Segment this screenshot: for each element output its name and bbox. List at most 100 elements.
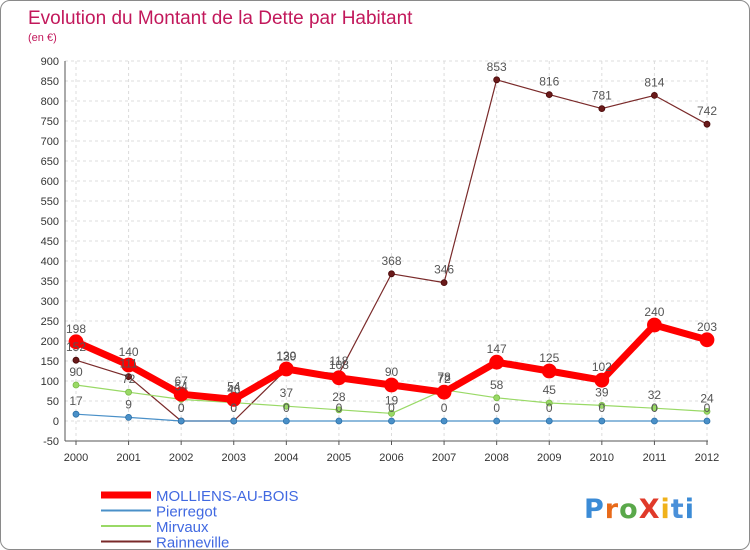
x-tick-label-2010: 2010	[590, 452, 614, 464]
data-label-molliens-au-bois-2007: 72	[437, 372, 451, 386]
data-label-mirvaux-2010: 39	[595, 385, 609, 399]
y-tick-label-700: 700	[41, 136, 59, 148]
point-rainneville-2006	[388, 270, 395, 278]
data-label-rainneville-2008: 853	[487, 60, 507, 74]
legend-item-rainneville: Rainneville	[101, 535, 229, 549]
data-label-rainneville-2007: 346	[434, 263, 454, 277]
data-label-pierregot-2004: 0	[283, 401, 290, 415]
point-molliens-au-bois-2012	[699, 332, 715, 348]
y-tick-label-50: 50	[47, 396, 59, 408]
point-pierregot-2005	[335, 417, 343, 425]
x-tick-label-2006: 2006	[379, 452, 403, 464]
x-tick-label-2004: 2004	[274, 452, 298, 464]
data-label-molliens-au-bois-2009: 125	[539, 351, 559, 365]
y-tick-label-350: 350	[41, 276, 59, 288]
point-mirvaux-2004	[282, 402, 290, 410]
y-tick-label-900: 900	[41, 56, 59, 68]
data-label-rainneville-2012: 742	[697, 104, 717, 118]
data-label-pierregot-2003: 0	[230, 401, 237, 415]
data-label-molliens-au-bois-2002: 67	[174, 374, 188, 388]
y-tick-label-850: 850	[41, 76, 59, 88]
x-tick-label-2005: 2005	[327, 452, 351, 464]
point-mirvaux-2006	[388, 409, 395, 417]
point-molliens-au-bois-2011	[647, 317, 662, 333]
legend-label-mirvaux: Mirvaux	[156, 519, 209, 536]
point-molliens-au-bois-2005	[331, 370, 347, 386]
x-tick-label-2000: 2000	[64, 452, 88, 464]
x-tick-label-2002: 2002	[169, 452, 193, 464]
point-molliens-au-bois-2009	[541, 363, 557, 379]
point-pierregot-2009	[545, 417, 553, 425]
data-label-rainneville-2006: 368	[381, 254, 401, 268]
point-mirvaux-2010	[598, 401, 606, 409]
point-mirvaux-2012	[703, 407, 711, 415]
legend-item-pierregot: Pierregot	[101, 504, 218, 521]
point-rainneville-2008	[493, 76, 501, 84]
data-label-rainneville-2002: 0	[178, 401, 185, 415]
point-rainneville-2012	[703, 120, 711, 128]
data-label-mirvaux-2005: 28	[332, 390, 346, 404]
point-molliens-au-bois-2002	[173, 386, 189, 402]
data-label-mirvaux-2001: 72	[122, 372, 136, 386]
data-label-molliens-au-bois-2011: 240	[644, 305, 664, 319]
chart-title: Evolution du Montant de la Dette par Hab…	[28, 8, 413, 29]
data-label-mirvaux-2008: 58	[490, 378, 504, 392]
point-mirvaux-2009	[545, 399, 553, 407]
point-rainneville-2010	[598, 105, 606, 112]
data-label-mirvaux-2000: 90	[69, 365, 83, 379]
data-label-molliens-au-bois-2001: 140	[119, 345, 139, 359]
y-tick-label-650: 650	[41, 156, 59, 168]
data-label-mirvaux-2002: 54	[174, 379, 188, 393]
data-label-pierregot-2009: 0	[546, 401, 553, 415]
data-label-pierregot-2008: 0	[493, 401, 500, 415]
proxiti-logo-text: ProXiti	[584, 494, 695, 525]
x-tick-label-2011: 2011	[643, 452, 667, 464]
y-tick-label-450: 450	[41, 236, 59, 248]
data-label-rainneville-2011: 814	[644, 75, 664, 89]
data-label-rainneville-2009: 816	[539, 75, 559, 89]
point-pierregot-2003	[230, 417, 238, 425]
data-label-pierregot-2011: 0	[651, 401, 658, 415]
legend-item-molliens-au-bois: MOLLIENS-AU-BOIS	[101, 488, 299, 505]
y-tick-label-550: 550	[41, 196, 59, 208]
data-label-rainneville-2004: 129	[276, 349, 296, 363]
data-label-pierregot-2002: 0	[178, 401, 185, 415]
point-molliens-au-bois-2000	[68, 334, 84, 350]
point-rainneville-2011	[651, 92, 658, 99]
chart-subtitle: (en €)	[28, 32, 57, 44]
data-label-rainneville-2010: 781	[592, 89, 612, 103]
series-pierregot	[72, 410, 711, 425]
y-tick-label-250: 250	[41, 316, 59, 328]
legend: MOLLIENS-AU-BOISPierregotMirvauxRainnevi…	[101, 488, 299, 549]
point-rainneville-2001	[125, 373, 132, 381]
x-tick-label-2007: 2007	[432, 452, 456, 464]
point-pierregot-2007	[440, 417, 448, 425]
data-label-molliens-au-bois-2003: 54	[227, 379, 241, 393]
data-label-molliens-au-bois-2012: 203	[697, 320, 717, 334]
point-pierregot-2011	[651, 417, 658, 425]
data-label-pierregot-2012: 0	[704, 401, 711, 415]
y-tick-label-750: 750	[41, 116, 59, 128]
point-pierregot-2002	[177, 417, 185, 425]
point-rainneville-2009	[545, 91, 553, 98]
data-label-molliens-au-bois-2008: 147	[487, 342, 507, 356]
data-label-pierregot-2006: 0	[388, 401, 395, 415]
y-tick-label-800: 800	[41, 96, 59, 108]
y-tick-label-600: 600	[41, 176, 59, 188]
labels-pierregot: 17 9 0 0 0 0 0 0 0 0 0 0 0	[69, 394, 710, 415]
point-molliens-au-bois-2007	[436, 384, 452, 400]
point-molliens-au-bois-2006	[384, 377, 399, 393]
point-mirvaux-2001	[125, 388, 132, 396]
point-mirvaux-2011	[651, 404, 658, 412]
data-label-pierregot-2010: 0	[598, 401, 605, 415]
proxiti-logo: ProXiti	[584, 494, 695, 525]
y-tick-label-50: -50	[43, 436, 59, 448]
labels-rainneville: 152 111 0 0 129 118 368 346 853 816 781 814 742	[66, 60, 717, 415]
x-tick-label-2001: 2001	[116, 452, 140, 464]
data-label-rainneville-2000: 152	[66, 340, 86, 354]
data-label-pierregot-2007: 0	[441, 401, 448, 415]
data-label-molliens-au-bois-2006: 90	[385, 365, 399, 379]
